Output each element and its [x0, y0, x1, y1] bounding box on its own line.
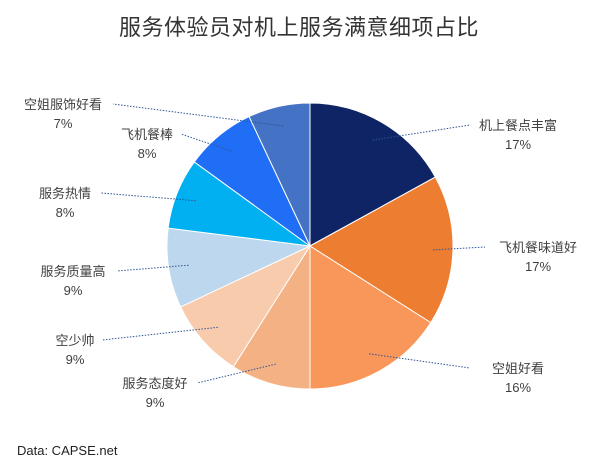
slice-category-label: 飞机餐棒: [121, 127, 173, 143]
slice-value-label: 17%: [525, 259, 551, 274]
pie-slice: [309, 102, 436, 247]
slice-category-label: 空姐好看: [492, 361, 544, 377]
chart-title: 服务体验员对机上服务满意细项占比: [118, 16, 479, 41]
slice-value-label: 9%: [146, 395, 165, 410]
pie-slice: [309, 176, 454, 324]
leader-line: [432, 246, 486, 251]
slice-category-label: 飞机餐味道好: [499, 240, 577, 256]
pie-slice: [309, 245, 432, 390]
pie-slice: [179, 244, 312, 368]
slice-value-label: 9%: [64, 283, 83, 298]
leader-line: [196, 363, 276, 384]
slice-category-label: 机上餐点丰富: [479, 118, 557, 134]
leader-line: [100, 192, 196, 202]
slice-value-label: 16%: [505, 380, 531, 395]
pie-slices: [166, 102, 454, 390]
pie-slice: [232, 244, 311, 390]
slice-category-label: 服务热情: [39, 186, 91, 202]
slice-category-label: 服务质量高: [40, 264, 105, 280]
slice-value-label: 9%: [66, 352, 85, 367]
slice-value-label: 8%: [56, 205, 75, 220]
slice-value-label: 8%: [138, 146, 157, 161]
pie-slice: [166, 227, 312, 308]
slice-value-label: 17%: [505, 137, 531, 152]
leader-line: [101, 326, 218, 341]
data-source: Data: CAPSE.net: [17, 443, 118, 458]
leader-line: [369, 353, 471, 369]
slice-value-label: 7%: [54, 116, 73, 131]
pie-slice: [248, 102, 311, 247]
slice-category-label: 空姐服饰好看: [24, 97, 102, 113]
data-labels: 机上餐点丰富 17% 飞机餐味道好 17% 空姐好看 16% 服务态度好 9% 空少帅 9% 服务质…: [24, 97, 577, 410]
slice-category-label: 空少帅: [55, 334, 94, 349]
leader-lines: [100, 103, 486, 384]
leader-line: [372, 124, 471, 141]
slice-category-label: 服务态度好: [122, 376, 187, 392]
